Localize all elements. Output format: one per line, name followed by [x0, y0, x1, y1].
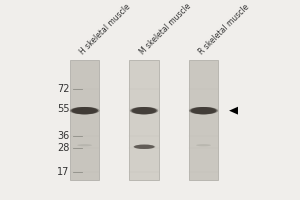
Ellipse shape [70, 107, 97, 114]
Text: M skeletal muscle: M skeletal muscle [138, 2, 193, 56]
Ellipse shape [130, 107, 155, 114]
Ellipse shape [134, 145, 155, 149]
Ellipse shape [77, 144, 92, 146]
Ellipse shape [192, 107, 218, 114]
Ellipse shape [73, 107, 100, 114]
Text: R skeletal muscle: R skeletal muscle [197, 3, 251, 56]
FancyBboxPatch shape [189, 60, 218, 180]
Polygon shape [229, 107, 238, 115]
Text: 72: 72 [57, 84, 70, 94]
Text: H skeletal muscle: H skeletal muscle [78, 2, 132, 56]
Ellipse shape [189, 107, 215, 114]
Text: 36: 36 [58, 131, 70, 141]
Text: 17: 17 [57, 167, 70, 177]
Text: 55: 55 [57, 104, 70, 114]
Ellipse shape [190, 107, 217, 114]
Ellipse shape [131, 107, 157, 114]
Text: 28: 28 [57, 143, 70, 153]
Ellipse shape [71, 107, 98, 114]
FancyBboxPatch shape [129, 60, 159, 180]
FancyBboxPatch shape [70, 60, 100, 180]
Ellipse shape [133, 107, 158, 114]
Ellipse shape [134, 145, 154, 149]
Ellipse shape [196, 144, 211, 146]
